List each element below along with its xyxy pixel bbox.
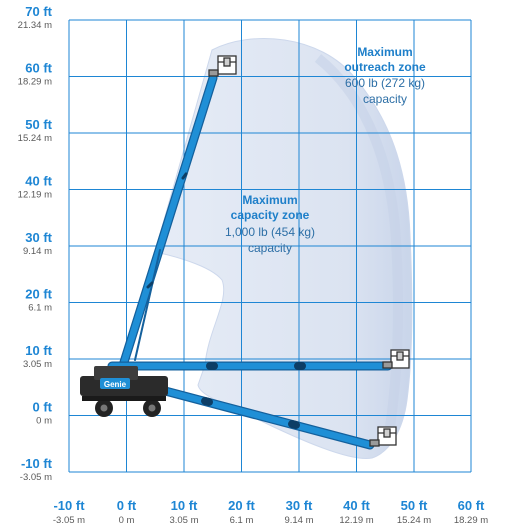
x-tick-ft-label: 10 ft xyxy=(171,498,198,513)
x-tick-m-label: 3.05 m xyxy=(169,515,198,526)
capacity-caption: capacity xyxy=(248,241,292,255)
y-tick-m-label: 15.24 m xyxy=(18,133,52,144)
x-tick-m-label: 12.19 m xyxy=(339,515,373,526)
boom-below-grade xyxy=(130,378,375,450)
outreach-caption: capacity xyxy=(363,92,407,106)
y-tick-ft-label: 50 ft xyxy=(25,117,52,132)
capacity-load: 1,000 lb (454 kg) xyxy=(225,225,315,239)
x-tick-m-label: 0 m xyxy=(119,515,135,526)
x-tick-m-label: 6.1 m xyxy=(230,515,254,526)
y-tick-ft-label: 60 ft xyxy=(25,61,52,76)
platform-top xyxy=(208,55,237,77)
y-tick-ft-label: 40 ft xyxy=(25,174,52,189)
y-tick-ft-label: 10 ft xyxy=(25,343,52,358)
x-tick-m-label: 15.24 m xyxy=(397,515,431,526)
x-tick-ft-label: -10 ft xyxy=(53,498,85,513)
capacity-title-1: Maximum xyxy=(242,193,297,207)
boom-vertical xyxy=(115,73,218,380)
x-tick-m-label: -3.05 m xyxy=(53,515,85,526)
y-tick-m-label: 18.29 m xyxy=(18,77,52,88)
x-tick-ft-label: 50 ft xyxy=(401,498,428,513)
outreach-zone-edge xyxy=(314,54,403,441)
y-tick-m-label: 9.14 m xyxy=(23,246,52,257)
x-tick-ft-label: 60 ft xyxy=(458,498,485,513)
y-tick-m-label: 12.19 m xyxy=(18,190,52,201)
y-tick-ft-label: -10 ft xyxy=(21,456,53,471)
y-tick-m-label: 3.05 m xyxy=(23,359,52,370)
outreach-load: 600 lb (272 kg) xyxy=(345,76,425,90)
y-tick-ft-label: 70 ft xyxy=(25,4,52,19)
platform-below-grade xyxy=(369,426,397,447)
y-tick-m-label: -3.05 m xyxy=(20,472,52,483)
y-tick-ft-label: 20 ft xyxy=(25,287,52,302)
outreach-title-1: Maximum xyxy=(357,45,412,59)
x-tick-ft-label: 40 ft xyxy=(343,498,370,513)
y-tick-m-label: 0 m xyxy=(36,416,52,427)
outreach-title-2: outreach zone xyxy=(344,60,426,74)
x-tick-ft-label: 20 ft xyxy=(228,498,255,513)
y-tick-m-label: 6.1 m xyxy=(28,303,52,314)
max-capacity-zone-label: Maximum capacity zone 1,000 lb (454 kg) … xyxy=(225,193,315,255)
machine-chassis: Genie xyxy=(80,366,168,417)
x-tick-m-label: 9.14 m xyxy=(284,515,313,526)
x-tick-ft-label: 30 ft xyxy=(286,498,313,513)
max-outreach-zone-label: Maximum outreach zone 600 lb (272 kg) ca… xyxy=(344,45,426,106)
x-tick-ft-label: 0 ft xyxy=(117,498,137,513)
x-tick-m-label: 18.29 m xyxy=(454,515,488,526)
y-tick-m-label: 21.34 m xyxy=(18,20,52,31)
capacity-title-2: capacity zone xyxy=(231,208,310,222)
x-axis-labels: -10 ft -3.05 m 0 ft 0 m 10 ft 3.05 m 20 ft 6.1 … xyxy=(53,498,488,526)
working-envelope xyxy=(154,37,413,459)
y-tick-ft-label: 30 ft xyxy=(25,230,52,245)
platform-horizontal xyxy=(382,349,410,369)
y-tick-ft-label: 0 ft xyxy=(33,400,53,415)
brand-label: Genie xyxy=(104,380,127,389)
